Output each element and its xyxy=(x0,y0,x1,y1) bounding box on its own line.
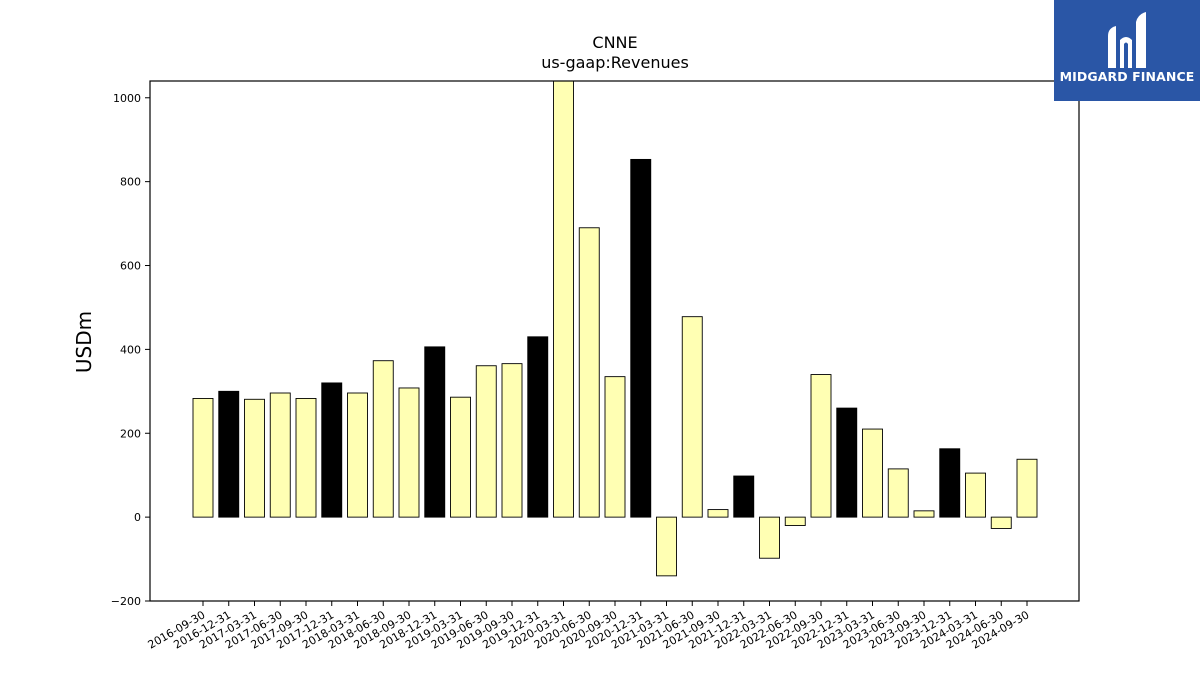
bar-2020-09-30 xyxy=(604,376,626,518)
bar-2020-06-30 xyxy=(578,227,600,518)
y-axis: −200 0 200 400 600 800 1000 xyxy=(111,92,150,608)
logo-text: MIDGARD FINANCE xyxy=(1059,69,1195,84)
bar-2016-09-30 xyxy=(192,398,214,518)
bar-2021-06-30 xyxy=(681,316,703,518)
bar-2020-12-31 xyxy=(630,158,652,518)
bar-2017-09-30 xyxy=(295,398,317,518)
bar-2023-06-30 xyxy=(887,468,909,518)
y-tick-label: 200 xyxy=(120,427,141,440)
bar-2020-03-31 xyxy=(553,80,574,518)
bar-2018-03-31 xyxy=(347,392,368,518)
x-axis: 2016-09-302016-12-312017-03-312017-06-30… xyxy=(146,601,1032,652)
bar-2021-09-30 xyxy=(707,509,729,518)
y-tick-label: 600 xyxy=(120,260,141,273)
bar-2024-09-30 xyxy=(1016,458,1038,518)
plot-frame xyxy=(149,80,1080,602)
bar-2019-06-30 xyxy=(475,365,497,518)
bar-2022-06-30 xyxy=(784,516,806,526)
bar-2018-12-31 xyxy=(424,346,446,518)
bar-2023-09-30 xyxy=(913,510,935,518)
y-tick-label: 0 xyxy=(134,511,141,524)
chart-subtitle: us-gaap:Revenues xyxy=(541,53,689,72)
chart-title: CNNE xyxy=(592,33,637,52)
bar-2023-12-31 xyxy=(939,448,961,518)
bar-2022-12-31 xyxy=(836,407,858,518)
bar-2024-03-31 xyxy=(965,472,986,518)
y-tick-label: 400 xyxy=(120,343,141,356)
bar-2017-06-30 xyxy=(269,392,291,518)
bar-2018-06-30 xyxy=(372,360,394,518)
logo-mark-icon xyxy=(1108,12,1146,68)
bar-2016-12-31 xyxy=(218,390,240,518)
bar-2017-03-31 xyxy=(244,398,265,518)
y-tick-label: −200 xyxy=(111,595,141,608)
bar-2018-09-30 xyxy=(398,387,420,518)
bar-2021-03-31 xyxy=(656,516,677,577)
y-axis-label: USDm xyxy=(72,311,96,373)
bar-2019-09-30 xyxy=(501,363,523,518)
bar-2021-12-31 xyxy=(733,475,755,518)
bar-2019-03-31 xyxy=(450,396,471,518)
bar-2019-12-31 xyxy=(527,336,549,518)
y-tick-label: 800 xyxy=(120,176,141,189)
bars-group xyxy=(192,80,1038,577)
y-tick-label: 1000 xyxy=(113,92,141,105)
bar-2024-06-30 xyxy=(990,516,1012,529)
bar-2017-12-31 xyxy=(321,382,343,518)
bar-2023-03-31 xyxy=(862,428,883,518)
bar-2022-03-31 xyxy=(759,516,780,559)
bar-2022-09-30 xyxy=(810,374,832,518)
midgard-finance-logo: MIDGARD FINANCE xyxy=(1054,0,1200,101)
